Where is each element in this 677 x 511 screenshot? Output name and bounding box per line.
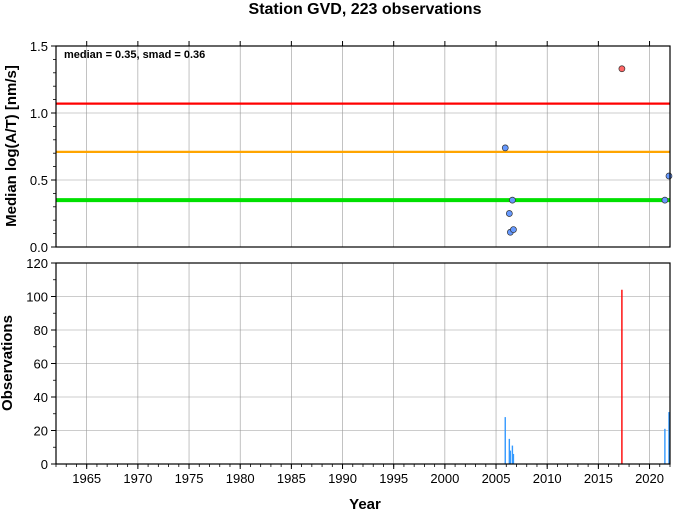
- year-x-axis-label: Year: [349, 496, 381, 511]
- observation-bars: [504, 289, 670, 464]
- median-point: [510, 226, 517, 233]
- year-tick-label: 1990: [328, 471, 357, 486]
- median-point: [665, 172, 673, 180]
- observations-panel: 0 20 40 60 80 100 120 1965 1970 1975 1980 1985 1990…: [0, 256, 671, 511]
- observations-tick-label: 80: [34, 323, 48, 338]
- year-tick-label: 2010: [533, 471, 562, 486]
- year-tick-label: 2005: [482, 471, 511, 486]
- year-tick-label: 1995: [379, 471, 408, 486]
- chart-title: Station GVD, 223 observations: [249, 1, 482, 18]
- year-tick-label: 1985: [277, 471, 306, 486]
- median-point: [505, 210, 513, 217]
- year-tick-label: 2000: [430, 471, 459, 486]
- observations-tick-label: 40: [34, 390, 48, 405]
- observations-panel-grid: [56, 262, 670, 465]
- median-points: [501, 65, 673, 236]
- observations-tick-label: 60: [34, 357, 48, 372]
- median-tick-label: 0.0: [30, 240, 48, 255]
- year-tick-label: 1965: [72, 471, 101, 486]
- year-tick-label: 1970: [123, 471, 152, 486]
- observations-tick-label: 100: [26, 290, 48, 305]
- median-point: [501, 144, 509, 152]
- observations-y-ticks: 0 20 40 60 80 100 120: [26, 256, 56, 472]
- observations-tick-label: 20: [34, 424, 48, 439]
- observations-y-axis-label: Observations: [0, 315, 16, 411]
- median-tick-label: 1.5: [30, 39, 48, 54]
- year-tick-label: 2015: [584, 471, 613, 486]
- median-y-ticks: 0.0 0.5 1.0 1.5: [30, 39, 56, 255]
- median-stats-annotation: median = 0.35, smad = 0.36: [64, 49, 205, 61]
- median-tick-label: 1.0: [30, 106, 48, 121]
- year-x-ticks: 1965 1970 1975 1980 1985 1990 1995 2000 2005 2010…: [55, 464, 671, 486]
- median-point: [618, 65, 626, 73]
- median-point: [509, 196, 516, 204]
- median-tick-label: 0.5: [30, 173, 48, 188]
- reference-lines: [56, 102, 670, 203]
- year-tick-label: 1980: [226, 471, 255, 486]
- median-panel-grid: [56, 41, 670, 248]
- median-panel-frame: [55, 45, 671, 248]
- year-tick-label: 1975: [175, 471, 204, 486]
- median-point: [661, 196, 669, 204]
- median-panel: 0.00.51.01.5 median = 0.35, smad = 0.36 …: [3, 39, 673, 255]
- observations-tick-label: 0: [41, 457, 48, 472]
- observations-tick-label: 120: [26, 256, 48, 271]
- year-tick-label: 2020: [635, 471, 664, 486]
- median-y-axis-label: Median log(A/T) [nm/s]: [3, 65, 20, 227]
